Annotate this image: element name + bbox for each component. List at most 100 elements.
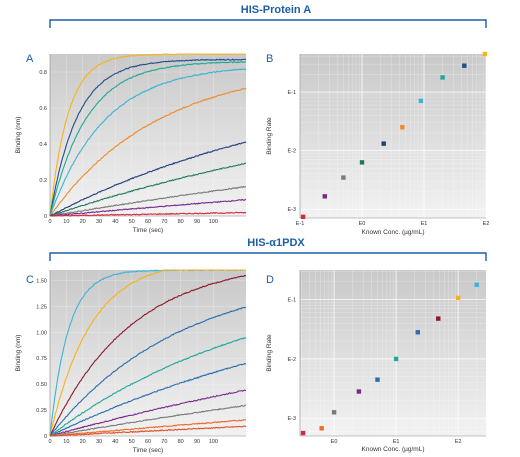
panel-letter-c: C [26,274,34,286]
x-tick-label: 0 [48,219,51,225]
y-tick-label: 0.25 [36,408,47,414]
y-tick-label: 0.75 [36,356,47,362]
data-point-7 [418,98,424,104]
series-line-2 [49,269,246,437]
data-point-10 [482,51,487,57]
x-tick-label: 40 [112,439,118,445]
y-tick-label: 0 [44,214,47,220]
y-tick-label: 0 [44,434,47,440]
panel-letter-b: B [266,53,273,65]
x-tick-label: E1 [393,439,400,445]
x-tick-label: 70 [161,439,167,445]
x-tick-label: 70 [161,219,167,225]
chart-c-xlabel: Time (sec) [133,447,163,454]
chart-c-series [49,269,247,437]
data-point-8 [436,316,441,321]
chart-d-grid [299,270,486,437]
chart-b-ylabel: Binding Rate [266,117,273,155]
x-tick-label: 10 [63,219,69,225]
y-tick-label: E-2 [287,149,296,155]
y-tick-label: E-3 [287,416,296,422]
x-tick-label: 80 [178,219,184,225]
section-bracket-1 [49,19,487,28]
chart-d: E0 E1 E2 E-1 E-2 E-3 Known Conc. (µg/mL) Bin… [266,270,486,453]
chart-a-x-ticks: 0 10 20 30 40 50 60 70 80 90 100 [48,219,217,225]
y-tick-label: 1.50 [36,278,47,284]
section-title-1: HIS-Protein A [241,4,312,16]
chart-a-ylabel: Binding (nm) [15,117,22,154]
chart-d-x-ticks: E0 E1 E2 [331,439,462,445]
y-tick-label: E-3 [287,207,296,213]
chart-b-xlabel: Known Conc. (µg/mL) [362,229,425,236]
chart-b: E-1 E0 E1 E2 E-1E-2E-3 Known Conc. (µg/mL) … [266,51,490,236]
series-line-7 [49,162,247,217]
data-point-4 [359,160,365,165]
series-line-5 [49,336,247,437]
series-line-8 [49,185,247,217]
series-line-10 [49,211,247,217]
x-tick-label: 20 [80,439,86,445]
panel-letter-a: A [26,53,34,65]
chart-a-series [49,53,247,217]
series-line-9 [49,419,247,437]
y-tick-label: E-1 [287,90,296,96]
data-point-8 [440,75,445,80]
series-line-7 [49,389,247,437]
chart-c-ylabel: Binding (nm) [15,335,22,372]
chart-d-xlabel: Known Conc. (µg/mL) [362,446,425,453]
x-tick-label: E2 [455,439,462,445]
series-line-2 [49,58,247,216]
x-tick-label: 30 [96,219,102,225]
x-tick-label: 50 [129,219,135,225]
data-point-6 [400,125,405,130]
series-line-8 [49,404,247,437]
x-tick-label: 20 [80,219,86,225]
chart-c: 0 10 20 30 40 50 60 70 80 90 100 0 0.25 0.50 0.75 1.00… [15,269,247,454]
x-tick-label: E1 [421,221,428,227]
x-tick-label: 30 [96,439,102,445]
section-title-2: HIS-α1PDX [247,237,305,249]
data-point-3 [331,410,337,415]
series-line-6 [49,141,247,217]
x-tick-label: 100 [209,439,218,445]
y-tick-label: 0.4 [39,142,47,148]
chart-b-x-ticks: E-1 E0 E1 E2 [296,221,490,227]
series-line-3 [49,274,247,437]
panel-letter-d: D [266,274,274,286]
chart-b-plot-area [300,54,486,218]
chart-b-grid [299,54,487,219]
y-tick-label: 0.8 [39,70,47,76]
x-tick-label: 60 [145,439,151,445]
y-tick-label: 0.2 [39,178,47,184]
chart-b-points [300,51,487,220]
series-line-4 [49,68,247,217]
data-point-7 [415,330,420,335]
data-point-1 [300,214,306,220]
series-line-6 [49,363,247,437]
data-point-6 [393,356,399,362]
series-line-9 [49,198,247,217]
series-line-3 [49,60,247,216]
data-point-2 [319,426,324,431]
x-tick-label: 40 [112,219,118,225]
x-tick-label: E0 [359,221,366,227]
series-line-1 [49,53,247,217]
chart-a-y-ticks: 0 0.2 0.4 0.6 0.8 [39,70,47,220]
x-tick-label: 90 [194,439,200,445]
y-tick-label: 0.50 [36,382,47,388]
x-tick-label: E0 [331,439,338,445]
x-tick-label: 80 [178,439,184,445]
section-bracket-2 [49,252,487,261]
x-tick-label: 10 [63,439,69,445]
data-point-4 [356,389,362,394]
x-tick-label: 50 [129,439,135,445]
chart-d-y-ticks: E-1 E-2 E-3 [287,298,296,423]
series-line-10 [50,425,247,437]
data-point-2 [322,194,327,199]
data-point-10 [474,282,479,288]
data-point-5 [381,141,386,146]
chart-a-xlabel: Time (sec) [133,227,163,234]
y-tick-label: 0.6 [39,106,47,112]
y-tick-label: E-1 [287,298,296,304]
y-tick-label: 1.00 [36,330,47,336]
